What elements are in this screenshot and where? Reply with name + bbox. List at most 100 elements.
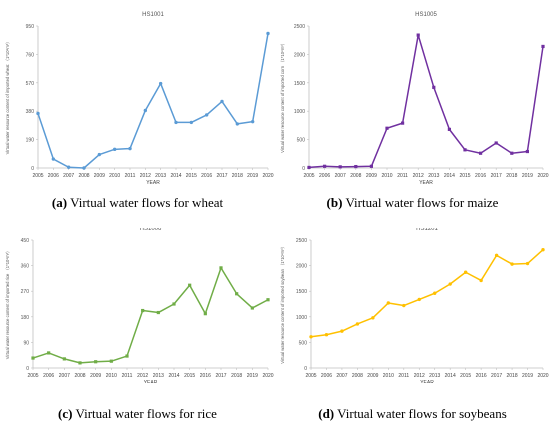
x-tick-label: 2014 bbox=[445, 373, 456, 379]
data-point bbox=[447, 127, 451, 131]
x-tick-label: 2012 bbox=[140, 173, 151, 179]
x-tick-label: 2006 bbox=[43, 373, 54, 379]
data-point bbox=[235, 122, 240, 126]
x-tick-label: 2020 bbox=[537, 173, 548, 179]
y-tick-label: 760 bbox=[26, 52, 35, 58]
x-tick-label: 2006 bbox=[321, 373, 332, 379]
data-point bbox=[172, 302, 176, 306]
data-point bbox=[510, 262, 514, 266]
data-point bbox=[479, 151, 483, 155]
x-axis-label: YEAR bbox=[146, 180, 160, 186]
x-tick-label: 2017 bbox=[216, 173, 227, 179]
x-tick-label: 2013 bbox=[428, 173, 439, 179]
caption-letter: (c) bbox=[58, 406, 73, 421]
data-point bbox=[174, 120, 178, 125]
y-tick-label: 450 bbox=[21, 238, 30, 244]
data-point bbox=[156, 310, 160, 315]
x-tick-label: 2007 bbox=[336, 373, 347, 379]
x-tick-label: 2019 bbox=[522, 373, 533, 379]
y-tick-label: 2000 bbox=[294, 52, 305, 58]
data-point bbox=[112, 147, 117, 152]
data-point bbox=[235, 292, 239, 296]
data-point bbox=[143, 108, 148, 113]
x-tick-label: 2015 bbox=[186, 173, 197, 179]
y-tick-label: 380 bbox=[26, 109, 35, 115]
data-point bbox=[51, 157, 56, 161]
x-tick-label: 2011 bbox=[125, 173, 136, 179]
x-tick-label: 2016 bbox=[201, 173, 212, 179]
data-point bbox=[82, 166, 86, 170]
caption-letter: (d) bbox=[318, 406, 335, 421]
x-tick-label: 2009 bbox=[366, 173, 377, 179]
data-point bbox=[386, 301, 391, 305]
y-tick-label: 1500 bbox=[296, 289, 307, 295]
y-tick-label: 2000 bbox=[296, 264, 307, 270]
x-axis-label: YEAR bbox=[420, 380, 434, 383]
caption-letter: (a) bbox=[51, 195, 68, 210]
data-point bbox=[31, 356, 35, 360]
y-tick-label: 2500 bbox=[296, 238, 307, 244]
series-line bbox=[310, 249, 544, 338]
x-tick-label: 2014 bbox=[444, 173, 455, 179]
data-point bbox=[204, 113, 209, 117]
x-tick-label: 2013 bbox=[429, 373, 440, 379]
x-tick-label: 2017 bbox=[215, 373, 226, 379]
y-tick-label: 360 bbox=[21, 264, 30, 270]
x-axis-label: YEAR bbox=[419, 180, 433, 186]
data-point bbox=[433, 291, 437, 295]
x-tick-label: 2007 bbox=[335, 173, 346, 179]
data-point bbox=[62, 357, 66, 361]
y-tick-label: 190 bbox=[26, 138, 35, 144]
x-tick-label: 2020 bbox=[537, 373, 548, 379]
data-point bbox=[128, 146, 132, 151]
caption-letter: (b) bbox=[326, 195, 343, 210]
x-tick-label: 2006 bbox=[48, 173, 59, 179]
x-tick-label: 2020 bbox=[262, 373, 273, 379]
data-point bbox=[541, 44, 545, 49]
data-point bbox=[78, 361, 82, 365]
data-point bbox=[479, 278, 483, 283]
x-tick-label: 2015 bbox=[184, 373, 195, 379]
data-point bbox=[432, 85, 436, 89]
data-point bbox=[307, 165, 311, 170]
data-point bbox=[97, 152, 102, 157]
x-tick-label: 2010 bbox=[106, 373, 117, 379]
y-axis-label: Virtual water resource content of import… bbox=[5, 40, 10, 155]
x-tick-label: 2008 bbox=[350, 173, 361, 179]
x-tick-label: 2018 bbox=[232, 173, 243, 179]
x-tick-label: 2019 bbox=[522, 173, 533, 179]
chart-title: HS1006 bbox=[140, 228, 162, 232]
x-tick-label: 2012 bbox=[137, 373, 148, 379]
caption-text: Virtual water flows for maize bbox=[345, 195, 499, 210]
data-point bbox=[203, 312, 207, 316]
data-point bbox=[463, 270, 468, 274]
x-tick-label: 2016 bbox=[200, 373, 211, 379]
x-tick-label: 2017 bbox=[491, 373, 502, 379]
data-point bbox=[525, 149, 529, 154]
y-tick-label: 950 bbox=[26, 24, 35, 30]
chart-panel-soybeans: HS1201 0 500 1000 1500 2000 2500 2005 2006 2007 20… bbox=[275, 228, 550, 383]
data-point bbox=[220, 99, 224, 104]
x-tick-label: 2016 bbox=[476, 373, 487, 379]
x-tick-label: 2012 bbox=[414, 373, 425, 379]
chart-title: HS1201 bbox=[416, 228, 438, 232]
chart-panel-maize: HS1005 0 500 1000 1500 2000 2500 2005 2006 2007 20… bbox=[275, 2, 550, 187]
x-tick-label: 2017 bbox=[491, 173, 502, 179]
chart-wheat: HS1001 0 190 380 570 760 950 2005 2006 2007 2008 20… bbox=[5, 12, 274, 186]
data-point bbox=[401, 121, 405, 125]
data-point bbox=[448, 282, 452, 286]
x-tick-label: 2013 bbox=[155, 173, 166, 179]
data-point bbox=[66, 165, 71, 169]
data-point bbox=[266, 31, 270, 36]
x-tick-label: 2010 bbox=[109, 173, 120, 179]
y-tick-label: 1500 bbox=[294, 81, 305, 87]
x-tick-label: 2020 bbox=[262, 173, 273, 179]
data-point bbox=[494, 253, 499, 258]
chart-soybeans: HS1201 0 500 1000 1500 2000 2500 2005 2006 2007 20… bbox=[280, 228, 549, 383]
data-point bbox=[402, 303, 406, 308]
data-point bbox=[250, 306, 254, 310]
y-axis-label: Virtual water resource content of import… bbox=[280, 41, 285, 153]
chart-maize: HS1005 0 500 1000 1500 2000 2500 2005 2006 2007 20… bbox=[280, 12, 549, 186]
y-tick-label: 90 bbox=[23, 340, 29, 346]
y-tick-label: 2500 bbox=[294, 24, 305, 30]
